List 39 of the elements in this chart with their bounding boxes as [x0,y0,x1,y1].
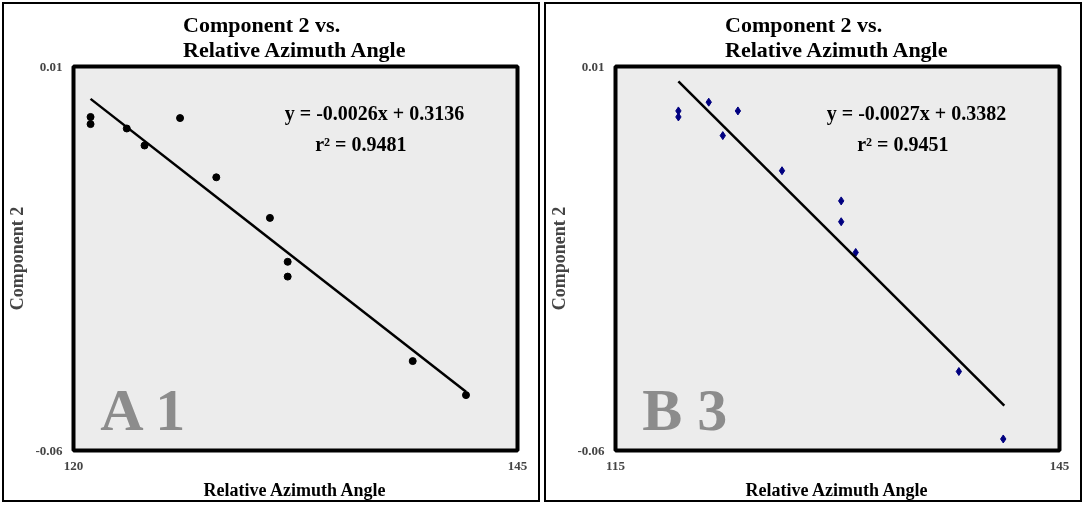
point [86,120,95,129]
y-tick-label: 0.01 [39,58,63,74]
x-tick-label: 115 [606,457,626,473]
y-axis-title: Component 2 [549,206,570,311]
point [778,166,786,176]
point [719,131,726,141]
y-tick-label: -0.06 [35,442,63,458]
point [462,391,470,400]
point [283,257,292,266]
annotation: r² = 0.9481 [315,132,407,155]
x-axis-title: Relative Azimuth Angle [203,479,386,500]
y-axis-title: Component 2 [7,206,28,311]
x-tick-label: 145 [507,457,528,473]
point [86,112,95,121]
point [838,196,845,206]
x-tick-label: 145 [1049,457,1070,473]
annotation: A 1 [100,376,186,443]
annotation: r² = 0.9451 [857,132,949,155]
x-axis-title: Relative Azimuth Angle [745,479,928,500]
point [283,272,292,281]
point [852,247,859,257]
y-tick-label: -0.06 [577,442,605,458]
annotation: y = -0.0026x + 0.3136 [284,102,465,126]
point [838,217,845,227]
annotation: B 3 [642,376,728,443]
point [734,106,742,116]
point [176,114,185,123]
point [265,213,274,222]
point [705,97,712,107]
y-tick-label: 0.01 [581,58,605,74]
point [1000,434,1007,444]
x-tick-label: 120 [63,457,84,473]
point [408,357,417,366]
point [212,173,221,182]
point [675,112,682,122]
chart-title: Component 2 vs. Relative Azimuth Angle [183,11,406,62]
annotation: y = -0.0027x + 0.3382 [826,102,1007,126]
chart-title: Component 2 vs. Relative Azimuth Angle [725,11,948,62]
point [955,367,963,377]
